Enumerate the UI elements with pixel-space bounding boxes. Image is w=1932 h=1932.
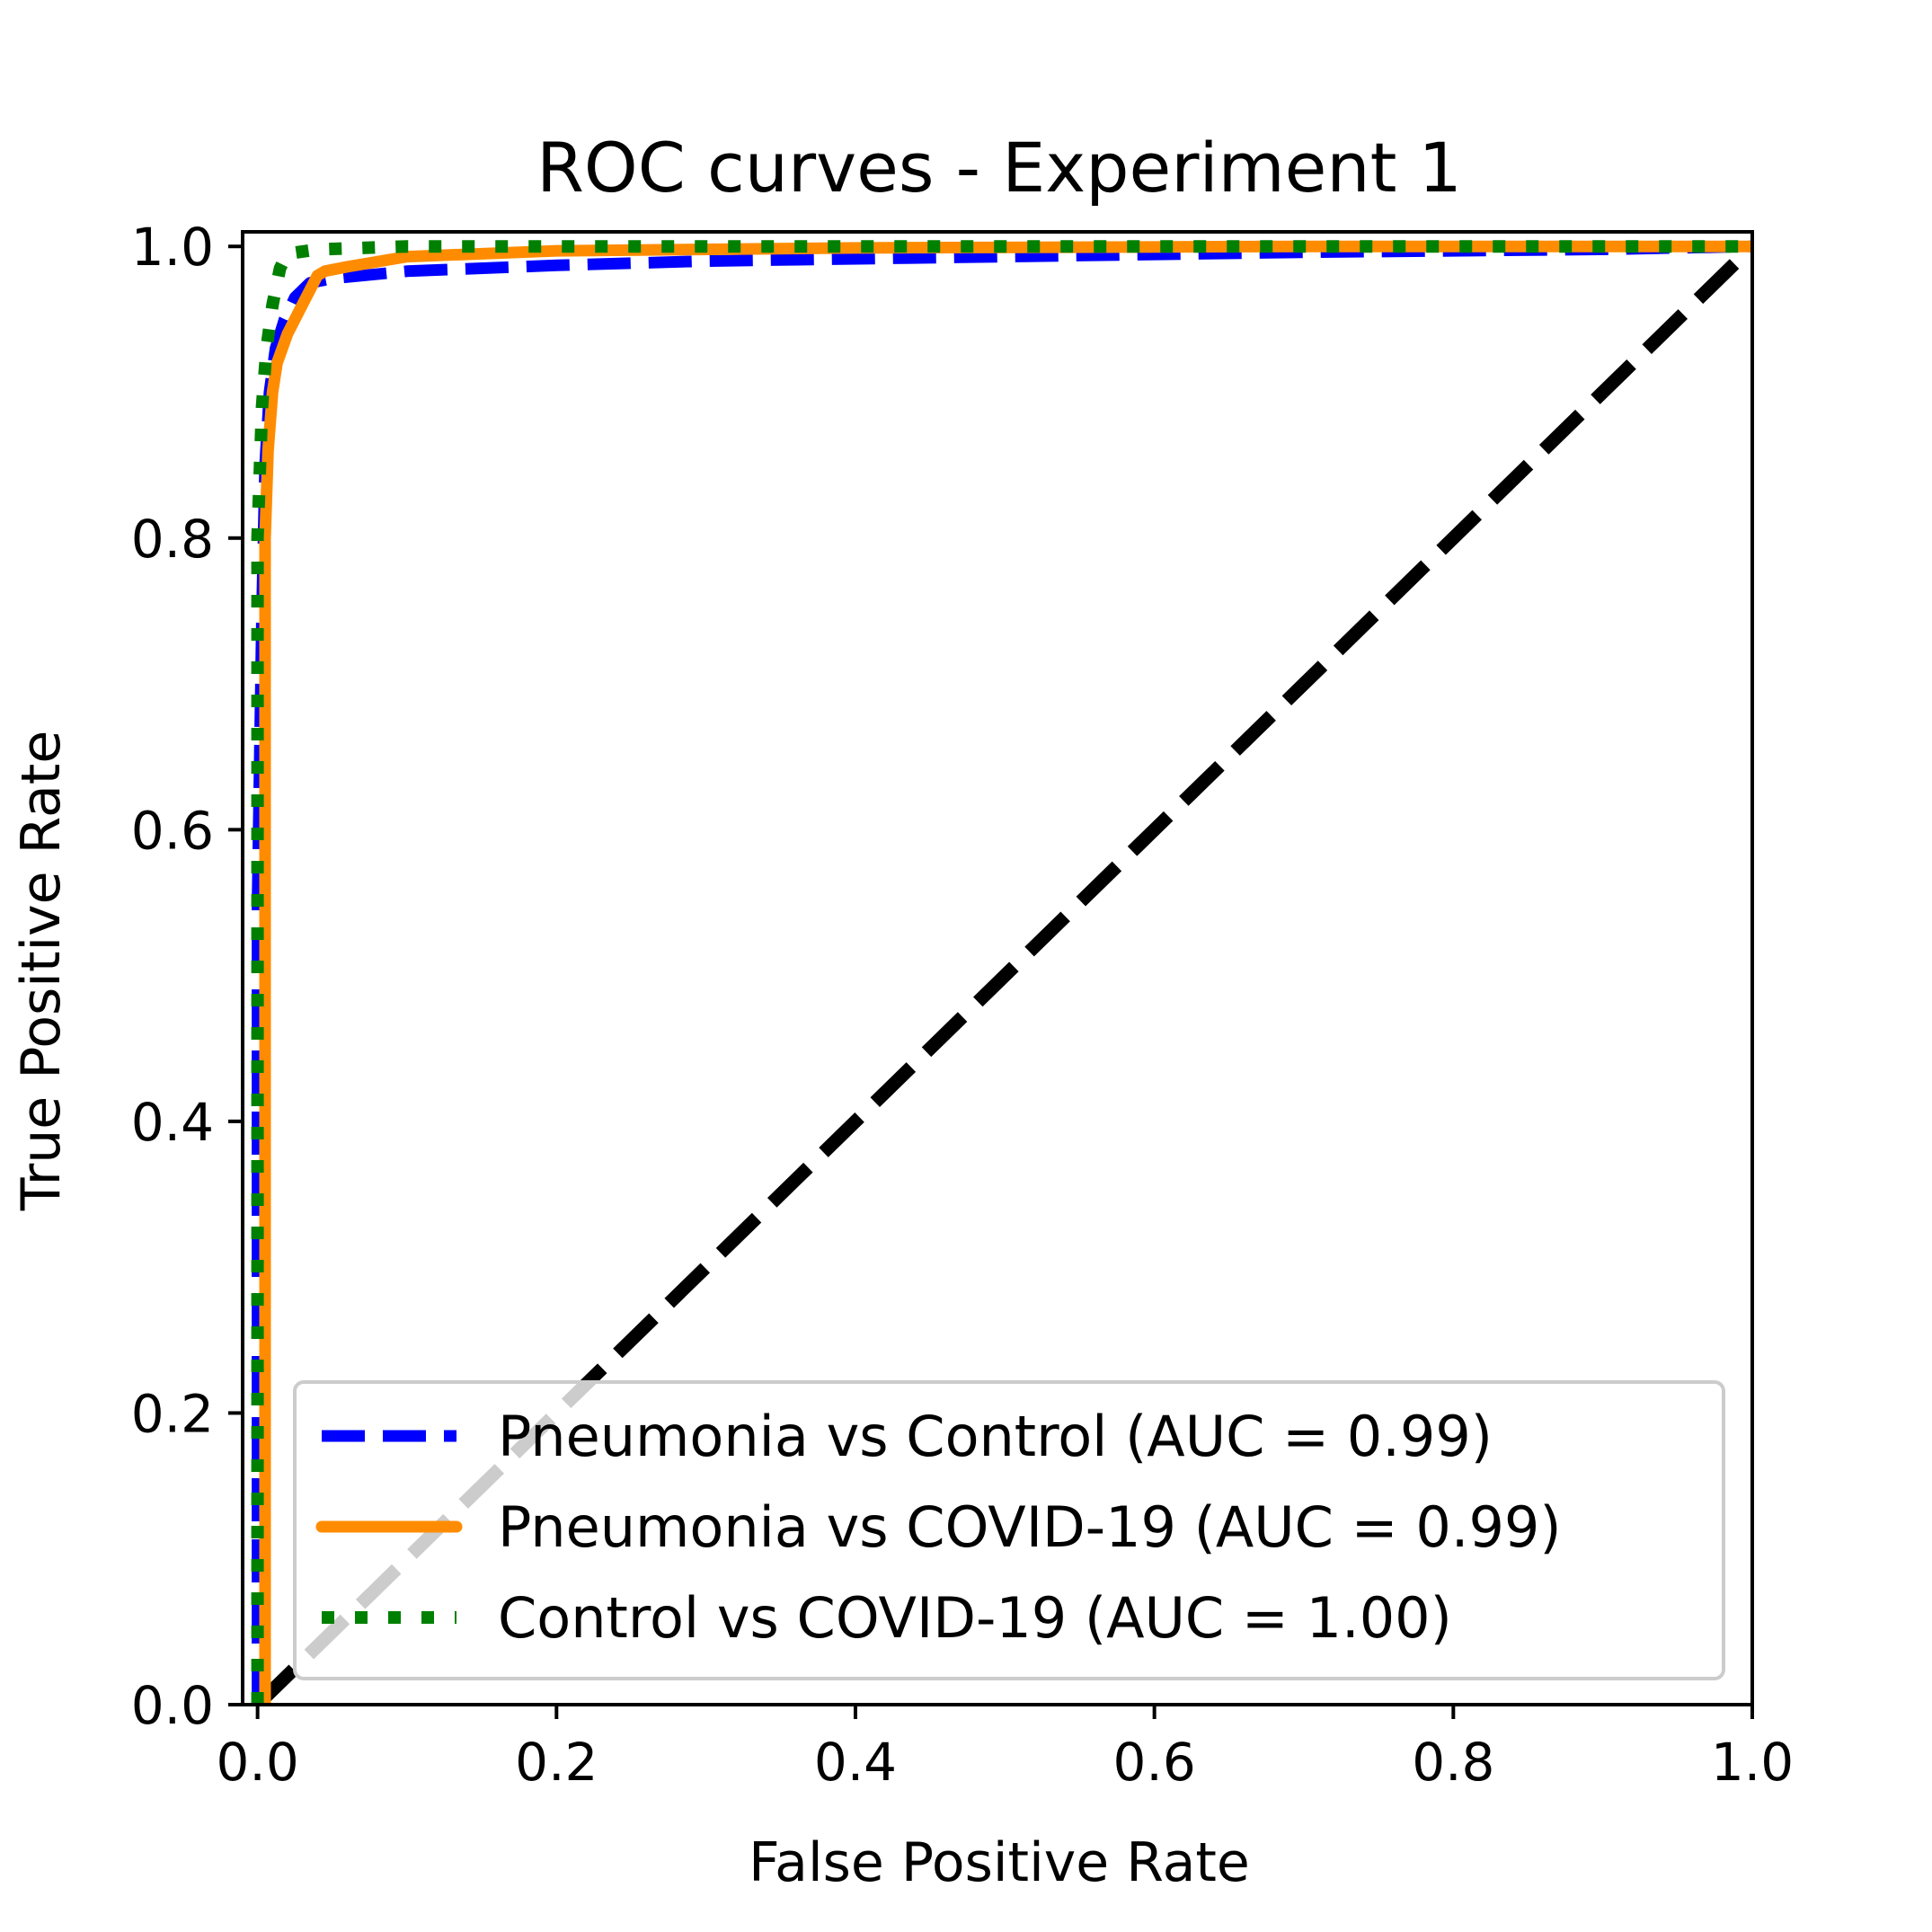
- chart-title: ROC curves - Experiment 1: [536, 128, 1462, 208]
- curves: [251, 240, 1752, 1705]
- x-tick-label: 0.0: [217, 1732, 299, 1793]
- y-tick-label: 0.0: [131, 1675, 214, 1736]
- legend-entry-label: Control vs COVID-19 (AUC = 1.00): [498, 1585, 1452, 1651]
- y-axis-label: True Positive Rate: [10, 731, 73, 1211]
- legend-entry-label: Pneumonia vs COVID-19 (AUC = 0.99): [498, 1494, 1562, 1560]
- roc-curve-1: [259, 240, 1752, 1705]
- x-tick-label: 0.2: [515, 1732, 598, 1793]
- y-tick-label: 1.0: [131, 217, 214, 278]
- x-tick-label: 0.6: [1113, 1732, 1196, 1793]
- y-tick-label: 0.6: [131, 800, 214, 861]
- legend: Pneumonia vs Control (AUC = 0.99) Pneumon…: [293, 1380, 1725, 1680]
- diagonal-reference-line: [253, 241, 1752, 1705]
- legend-box: [293, 1380, 1725, 1680]
- x-axis-label: False Positive Rate: [749, 1831, 1250, 1894]
- x-tick-label: 0.8: [1412, 1732, 1494, 1793]
- plot-frame: [241, 230, 1754, 1706]
- y-tick-label: 0.8: [131, 509, 214, 570]
- x-tick-label: 0.4: [814, 1732, 897, 1793]
- y-tick-label: 0.4: [131, 1092, 214, 1153]
- x-axis-ticks: 0.0 0.2 0.4 0.6 0.8 1.0: [217, 1705, 1794, 1793]
- x-tick-label: 1.0: [1711, 1732, 1794, 1793]
- y-tick-label: 0.2: [131, 1383, 214, 1444]
- legend-entry-label: Pneumonia vs Control (AUC = 0.99): [498, 1404, 1493, 1469]
- y-axis-ticks: 0.0 0.2 0.4 0.6 0.8 1.0: [131, 217, 243, 1736]
